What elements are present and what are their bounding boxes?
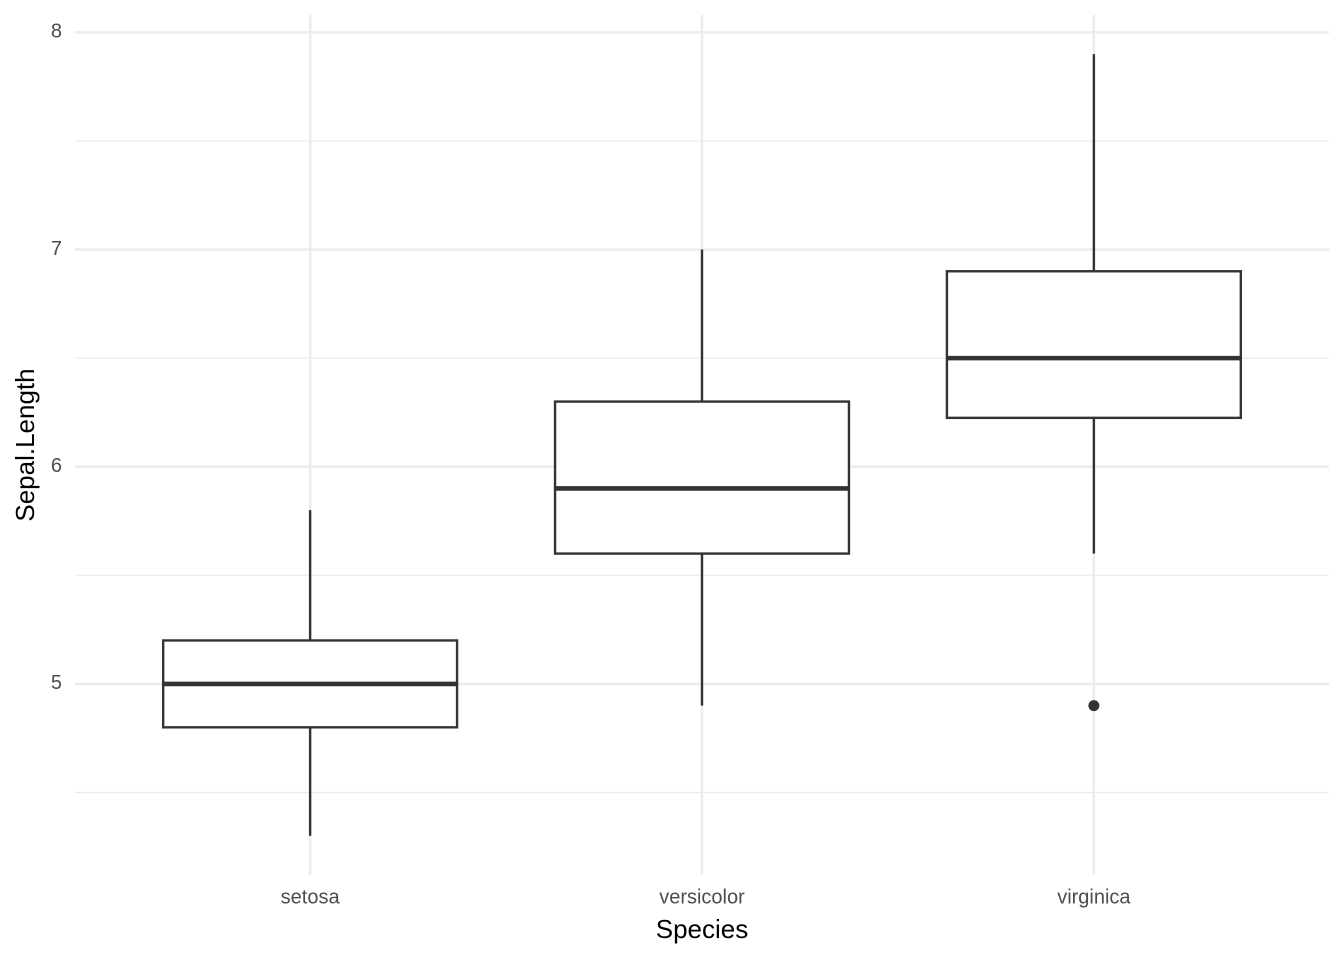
x-tick-label: setosa (281, 886, 341, 908)
box (945, 270, 1243, 420)
y-tick-label: 8 (51, 21, 62, 43)
x-tick-label: versicolor (659, 886, 745, 908)
outlier (1088, 700, 1100, 712)
box (553, 400, 851, 555)
y-tick-label: 6 (51, 455, 62, 477)
x-tick-label: virginica (1057, 886, 1131, 908)
x-axis-title: Species (656, 914, 749, 944)
y-axis-title: Sepal.Length (10, 368, 40, 521)
y-tick-label: 7 (51, 238, 62, 260)
y-tick-label: 5 (51, 672, 62, 694)
